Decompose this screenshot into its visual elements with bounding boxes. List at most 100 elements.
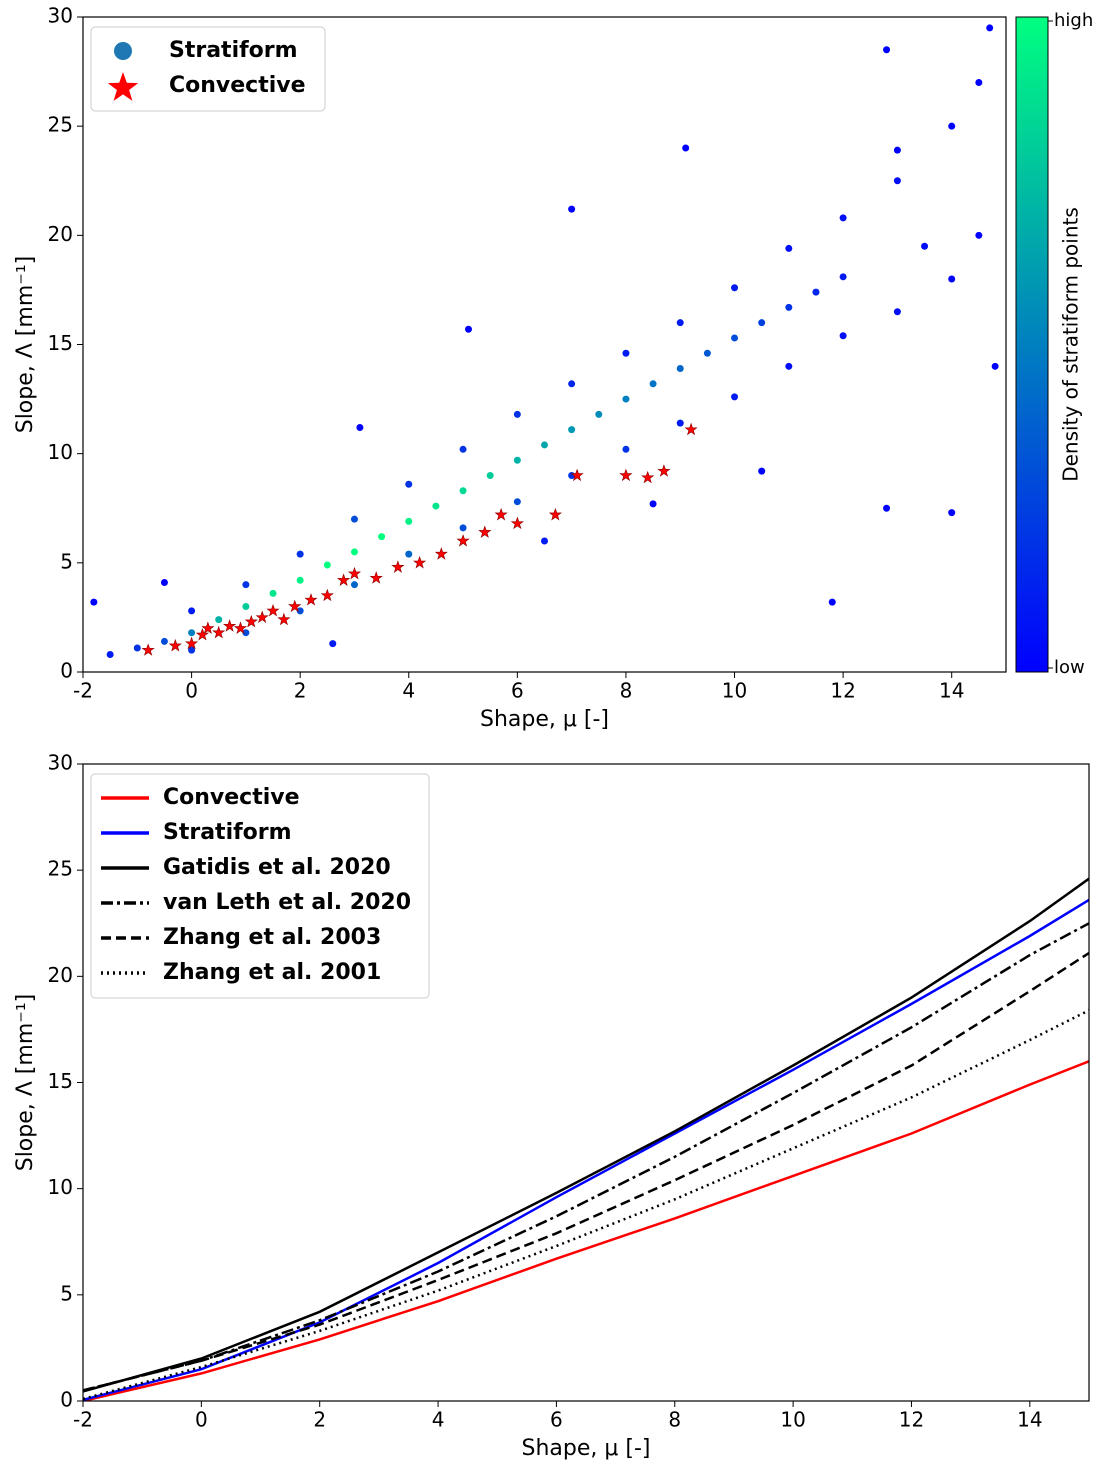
- stratiform-point: [296, 576, 304, 584]
- convective-point: [369, 571, 383, 584]
- x-tick-label: 14: [1017, 1408, 1042, 1432]
- y-tick-label: 15: [48, 1069, 73, 1093]
- stratiform-point: [188, 607, 196, 615]
- stratiform-point: [893, 177, 901, 185]
- stratiform-point: [513, 498, 521, 506]
- stratiform-point: [758, 467, 766, 475]
- convective-point: [391, 560, 405, 573]
- stratiform-point: [133, 644, 141, 652]
- x-axis-label: Shape, μ [-]: [480, 707, 609, 732]
- stratiform-point: [682, 144, 690, 152]
- curve: [83, 1060, 1089, 1401]
- stratiform-point: [269, 589, 277, 597]
- convective-point: [657, 464, 671, 477]
- x-tick-label: 4: [402, 679, 415, 703]
- convective-point: [277, 612, 291, 626]
- stratiform-point: [785, 244, 793, 252]
- y-tick-label: 0: [60, 659, 73, 683]
- legend-label: Zhang et al. 2003: [163, 925, 381, 950]
- stratiform-point: [893, 146, 901, 154]
- convective-point: [570, 468, 584, 482]
- stratiform-point: [405, 517, 413, 525]
- x-tick-label: 2: [313, 1408, 326, 1432]
- convective-point: [494, 507, 508, 521]
- stratiform-point: [975, 231, 983, 239]
- curve: [83, 877, 1089, 1393]
- x-tick-label: 12: [830, 679, 855, 703]
- stratiform-point: [568, 205, 576, 213]
- y-tick-label: 15: [48, 331, 73, 355]
- x-tick-label: 10: [722, 679, 747, 703]
- convective-point: [456, 534, 470, 547]
- colorbar: [1015, 16, 1049, 673]
- stratiform-point: [883, 504, 891, 512]
- stratiform-point: [513, 410, 521, 418]
- stratiform-point: [828, 598, 836, 606]
- stratiform-point: [676, 319, 684, 327]
- colorbar-tick-label: low: [1054, 657, 1085, 678]
- stratiform-point: [350, 515, 358, 523]
- stratiform-point: [242, 603, 250, 610]
- legend-box: [90, 773, 430, 999]
- curve: [83, 898, 1089, 1401]
- convective-point: [641, 470, 655, 484]
- stratiform-point: [948, 122, 956, 130]
- plot-frame: [82, 16, 1007, 673]
- convective-point: [478, 525, 492, 538]
- legend-label: van Leth et al. 2020: [163, 890, 411, 915]
- stratiform-point: [459, 524, 467, 532]
- y-tick-label: 20: [48, 963, 73, 987]
- stratiform-point: [541, 441, 548, 449]
- stratiform-point: [883, 46, 891, 54]
- stratiform-point: [350, 548, 358, 556]
- stratiform-point: [676, 365, 684, 373]
- stratiform-point: [296, 607, 304, 615]
- stratiform-point: [405, 550, 413, 558]
- stratiform-point: [568, 426, 576, 434]
- stratiform-point: [622, 445, 630, 453]
- y-axis-label: Slope, Λ [mm⁻¹]: [13, 994, 38, 1172]
- stratiform-point: [839, 214, 847, 222]
- stratiform-point: [160, 578, 168, 586]
- stratiform-point: [948, 275, 956, 283]
- convective-point: [223, 619, 237, 632]
- convective-point: [510, 516, 524, 530]
- stratiform-point: [785, 362, 793, 370]
- convective-point: [548, 507, 563, 521]
- curve: [83, 951, 1089, 1392]
- stratiform-point: [323, 561, 331, 569]
- stratiform-point: [975, 79, 983, 86]
- y-tick-label: 5: [60, 1281, 73, 1305]
- convective-point: [244, 614, 258, 628]
- stratiform-point: [160, 637, 168, 645]
- x-tick-label: 2: [294, 679, 307, 703]
- stratiform-point: [405, 480, 413, 488]
- stratiform-point: [731, 284, 739, 292]
- convective-point: [266, 603, 280, 617]
- y-tick-label: 25: [48, 857, 73, 881]
- colorbar-label: Density of stratiform points: [1059, 207, 1083, 482]
- y-tick-label: 20: [48, 222, 73, 246]
- x-tick-label: 6: [511, 679, 524, 703]
- stratiform-point: [188, 629, 196, 637]
- convective-point: [141, 643, 155, 656]
- stratiform-point: [432, 502, 440, 510]
- y-tick-label: 25: [48, 113, 73, 137]
- y-tick-label: 30: [48, 751, 73, 775]
- stratiform-point: [948, 509, 956, 517]
- stratiform-point: [595, 410, 603, 418]
- curve: [83, 1009, 1089, 1401]
- y-tick-label: 30: [48, 4, 73, 28]
- convective-point: [337, 573, 351, 586]
- convective-point: [212, 625, 226, 639]
- marks: [90, 24, 999, 659]
- stratiform-point: [513, 456, 521, 464]
- x-tick-label: 8: [620, 679, 633, 703]
- legend-label: Gatidis et al. 2020: [163, 855, 391, 880]
- legend-swatch: [107, 72, 139, 101]
- stratiform-point: [459, 487, 467, 495]
- convective-point: [684, 422, 698, 436]
